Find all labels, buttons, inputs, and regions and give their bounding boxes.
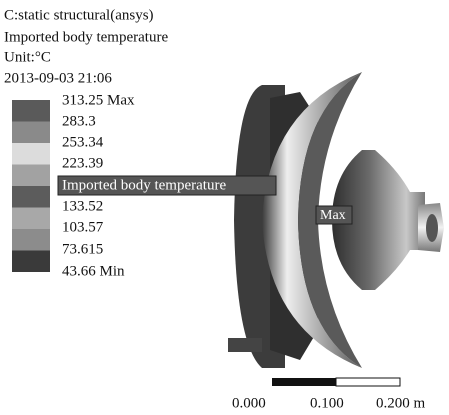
legend-label: 283.3: [62, 113, 96, 129]
legend-swatch: [12, 208, 50, 230]
legend-swatch: [12, 100, 50, 122]
legend-label: 253.34: [62, 134, 104, 150]
header: C:static structural(ansys) Imported body…: [4, 7, 168, 86]
legend-swatch: [12, 251, 50, 273]
legend-label: 103.57: [62, 219, 104, 235]
scale-label: 0.100: [310, 395, 344, 411]
legend-swatch: [12, 229, 50, 251]
scale-bar: 0.000 0.100 0.200 m: [232, 378, 426, 411]
header-line: Unit:°C: [4, 49, 51, 65]
legend-label: 223.39: [62, 155, 103, 171]
legend-swatch: [12, 143, 50, 165]
probe-text: Max: [320, 208, 346, 223]
hub-bore: [426, 214, 438, 242]
scale-segment: [272, 378, 336, 386]
legend-label: 133.52: [62, 198, 103, 214]
legend-label: 43.66 Min: [62, 263, 125, 279]
legend-swatch: [12, 122, 50, 144]
legend-label: 313.25 Max: [62, 92, 135, 108]
annotation-text: Imported body temperature: [62, 177, 226, 193]
scale-label: 0.200 m: [376, 395, 426, 411]
scale-label: 0.000: [232, 395, 266, 411]
bracket: [228, 338, 262, 352]
header-line: 2013-09-03 21:06: [4, 70, 112, 86]
legend-swatch: [12, 186, 50, 208]
header-line: Imported body temperature: [4, 29, 168, 45]
header-line: C:static structural(ansys): [4, 7, 154, 23]
legend-label: 73.615: [62, 241, 103, 257]
screenshot: C:static structural(ansys) Imported body…: [0, 0, 449, 415]
legend-swatch: [12, 165, 50, 187]
scale-segment: [336, 378, 400, 386]
